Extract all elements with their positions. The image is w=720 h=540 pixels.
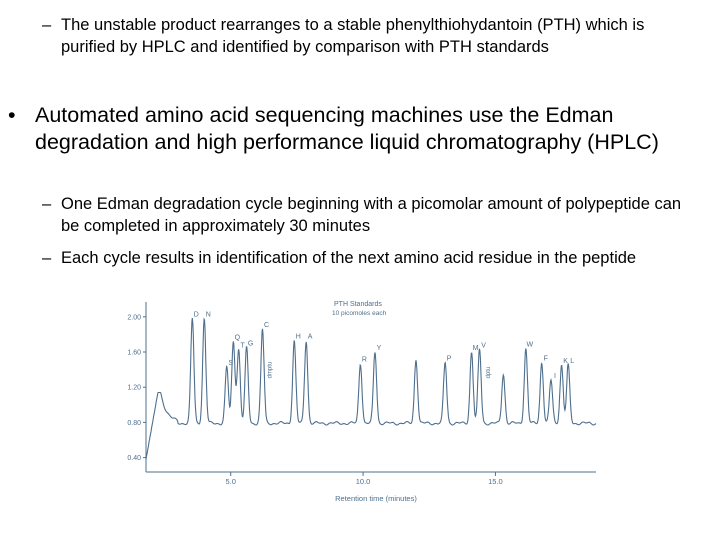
chart-subtitle: 10 picomoles each: [332, 310, 387, 317]
sub-point-pth-text: The unstable product rearranges to a sta…: [61, 16, 645, 56]
chromatogram-trace: [145, 317, 597, 460]
peak-label: H: [296, 334, 301, 341]
peak-label: K: [563, 358, 568, 365]
peak-label: M: [473, 345, 479, 352]
bullet-automated-sequencing: • Automated amino acid sequencing machin…: [8, 102, 708, 156]
y-tick-label: 1.60: [127, 350, 141, 357]
dash-marker: –: [42, 16, 52, 34]
peak-label: F: [544, 356, 548, 363]
sub-point-identification-text: Each cycle results in identification of …: [61, 249, 637, 267]
peak-label: P: [447, 356, 452, 363]
sub-point-pth: – The unstable product rearranges to a s…: [42, 14, 702, 58]
y-tick-label: 0.40: [127, 455, 141, 462]
peak-label: Q: [235, 334, 241, 341]
bullet-automated-sequencing-text: Automated amino acid sequencing machines…: [35, 103, 659, 154]
sub-point-identification: – Each cycle results in identification o…: [42, 247, 702, 269]
sub-point-cycle-time-text: One Edman degradation cycle beginning wi…: [61, 195, 682, 235]
dash-marker: –: [42, 195, 52, 213]
sub-point-cycle-time: – One Edman degradation cycle beginning …: [42, 193, 702, 237]
peak-label: R: [362, 356, 367, 363]
y-tick-label: 2.00: [127, 314, 141, 321]
peak-label: L: [570, 358, 574, 365]
peak-label: I: [554, 373, 556, 380]
peak-label: G: [248, 341, 253, 348]
bullet-marker: •: [8, 103, 16, 127]
peak-label: W: [527, 341, 534, 348]
x-axis-label: Retention time (minutes): [335, 494, 417, 503]
peak-annotation: dmptu: [268, 362, 274, 379]
x-tick-label: 10.0: [356, 477, 371, 486]
peak-label: N: [206, 312, 211, 319]
peak-label: D: [194, 312, 199, 319]
peak-label: A: [308, 334, 313, 341]
peak-label: V: [481, 342, 486, 349]
x-tick-label: 5.0: [225, 477, 235, 486]
peak-label: C: [264, 322, 269, 329]
y-tick-label: 1.20: [127, 385, 141, 392]
hplc-chromatogram: PTH Standards 10 picomoles each Retentio…: [127, 301, 597, 503]
chart-title: PTH Standards: [334, 301, 382, 308]
y-tick-label: 0.80: [127, 420, 141, 427]
peak-label: Y: [377, 345, 382, 352]
x-tick-label: 15.0: [488, 477, 503, 486]
peak-annotation: dptu: [486, 367, 492, 379]
peak-label: S: [228, 360, 233, 367]
dash-marker: –: [42, 249, 52, 267]
peak-label: T: [241, 342, 246, 349]
